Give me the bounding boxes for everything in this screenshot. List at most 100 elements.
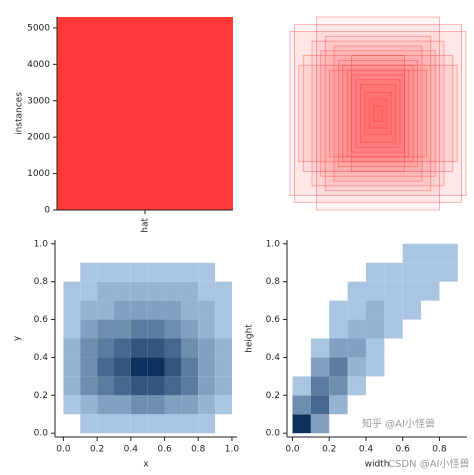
watermark: 知乎 @AI小怪兽 (362, 417, 435, 430)
hist-cell (365, 300, 385, 320)
hist-cell (439, 395, 457, 414)
hist-cell (130, 262, 148, 282)
label-box (351, 74, 405, 153)
hist-cell (97, 357, 114, 377)
hist-cell (384, 319, 403, 339)
hist-cell (97, 262, 114, 282)
hist-cell (80, 338, 98, 358)
label-box (337, 60, 418, 167)
hist-cell (181, 414, 199, 434)
x-tick-label: 0.4 (359, 445, 374, 455)
hist-cell (329, 357, 348, 377)
label-box (342, 64, 414, 163)
hist-cell (147, 414, 165, 434)
y-tick-label: 0.0 (34, 429, 49, 439)
hist-cell (365, 281, 385, 301)
label-box (293, 24, 462, 203)
hist-cell (311, 301, 329, 320)
hist-cell (439, 320, 457, 339)
hist-cell (80, 414, 98, 434)
x-tick-label: 1.0 (225, 445, 240, 455)
hist-cell (181, 300, 199, 320)
hist-cell (215, 263, 232, 282)
label-box (346, 69, 410, 158)
hist-cell (164, 281, 182, 301)
hist-cell (63, 244, 80, 263)
hist-cell (130, 357, 148, 377)
hist-cell (421, 376, 439, 395)
hist-cell (439, 282, 457, 301)
hist-cell (164, 357, 182, 377)
hist-cell (329, 244, 347, 263)
y-tick-label: 0.2 (34, 391, 48, 401)
y-tick-label: 0.0 (266, 429, 281, 439)
hist-cell (310, 376, 330, 396)
hist-cell (329, 395, 348, 415)
hist-cell (164, 376, 182, 396)
hist-cell (403, 376, 421, 395)
label-box (298, 64, 458, 163)
hist-cell (215, 395, 232, 415)
hist-cell (421, 320, 439, 339)
hist-cell (113, 414, 131, 434)
hist-cell (215, 357, 232, 377)
hist-cell (181, 262, 199, 282)
hist-cell (80, 319, 98, 339)
hist-cell (329, 338, 348, 358)
y-tick-label: 0.8 (34, 277, 49, 287)
bar (57, 17, 233, 210)
hist-cell (439, 339, 457, 358)
hist-cell (311, 320, 329, 339)
hist-cell (97, 395, 114, 415)
hist-cell (113, 395, 131, 415)
hist-cell (215, 338, 232, 358)
hist-cell (310, 338, 330, 358)
hist-cell (198, 395, 216, 415)
hist-cell (292, 395, 311, 415)
hist-cell (63, 338, 81, 358)
y-tick-label: 3000 (27, 96, 50, 106)
label-box (359, 84, 396, 143)
label-box (364, 91, 392, 136)
y-tick-label: 0.6 (34, 315, 49, 325)
hist-cell (198, 244, 215, 263)
hist-cell (63, 414, 80, 433)
hist-cell (402, 243, 422, 263)
x-tick-label: 0.6 (157, 445, 172, 455)
hist-cell (439, 376, 457, 395)
hist-cell (215, 376, 232, 396)
y-tick-label: 0.8 (266, 277, 281, 287)
hist-cell (181, 281, 199, 301)
hist-cell (403, 320, 421, 339)
label-box (351, 55, 405, 172)
hist-cell (113, 281, 131, 301)
hist-cell (147, 319, 165, 339)
hist-cell (421, 301, 439, 320)
label-box (355, 79, 401, 148)
hist-cell (63, 281, 81, 301)
hist-cell (215, 244, 232, 263)
hist-cell (97, 414, 114, 434)
x-tick-label: 0.6 (396, 445, 411, 455)
x-tick-label: 0.2 (322, 445, 336, 455)
hist-cell (113, 338, 131, 358)
hist-cell (384, 339, 402, 358)
hist-cell (181, 338, 199, 358)
hist-cell (366, 376, 384, 395)
y-tick-label: 0 (44, 206, 50, 216)
hist-cell (198, 357, 216, 377)
hist-cell (421, 262, 440, 282)
hist-cell (63, 319, 81, 339)
hist-cell (293, 301, 311, 320)
x-axis-label: width (365, 460, 390, 470)
x-tick-label: 0.8 (191, 445, 206, 455)
hist-cell (181, 376, 199, 396)
hist-cell (439, 243, 458, 263)
hist-cell (384, 395, 402, 414)
y-tick-label: 1.0 (266, 239, 281, 249)
hist-cell (215, 281, 232, 301)
hist-cell (384, 281, 403, 301)
hist-cell (130, 300, 148, 320)
hist-cell (80, 376, 98, 396)
hist-cell (347, 376, 366, 396)
